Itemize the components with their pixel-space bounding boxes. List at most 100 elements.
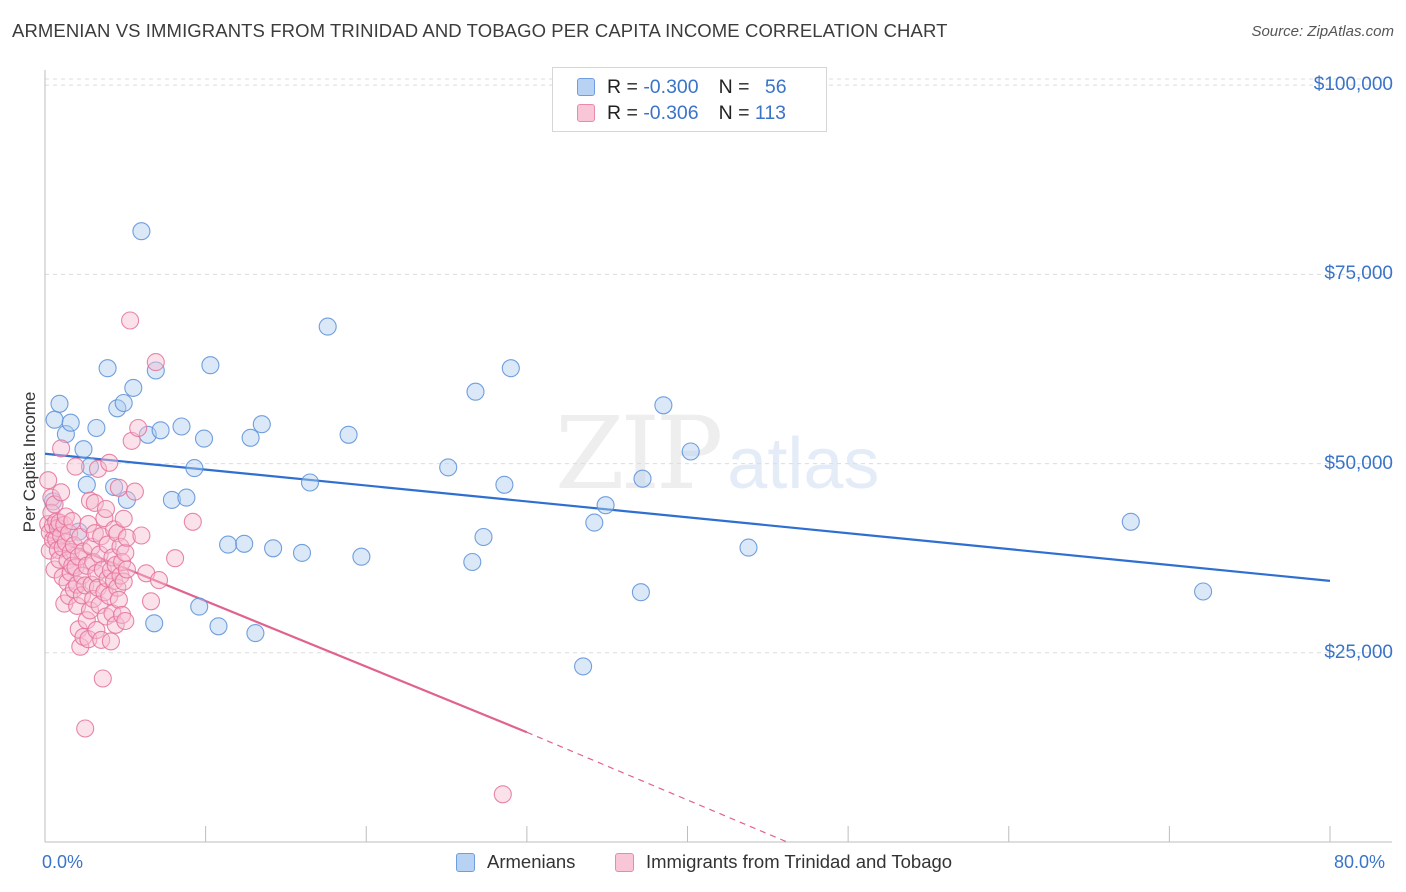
point-armenians: [74, 440, 93, 459]
point-armenians: [194, 429, 214, 448]
chart-title: ARMENIAN VS IMMIGRANTS FROM TRINIDAD AND…: [12, 20, 948, 41]
point-trinidad: [85, 493, 104, 512]
source-label: Source: ZipAtlas.com: [1251, 23, 1394, 40]
point-armenians: [162, 490, 181, 509]
x-tick-label-max: 80.0%: [1334, 852, 1386, 872]
legend-n-label: N =: [718, 75, 750, 98]
point-armenians: [264, 539, 283, 558]
point-trinidad: [93, 669, 112, 688]
point-armenians: [292, 543, 312, 562]
y-tick-label: $25,000: [1324, 641, 1393, 663]
point-armenians: [145, 614, 164, 633]
point-trinidad: [84, 552, 103, 572]
legend-r-label: R =: [607, 101, 638, 124]
point-trinidad: [111, 537, 130, 556]
point-armenians: [501, 359, 520, 378]
point-armenians: [209, 617, 228, 636]
point-armenians: [633, 469, 652, 488]
point-trinidad: [96, 499, 116, 519]
point-trinidad: [79, 515, 98, 534]
point-trinidad: [183, 512, 202, 531]
point-trinidad: [52, 439, 71, 458]
point-trinidad: [132, 526, 151, 545]
point-trinidad: [116, 543, 135, 562]
point-armenians: [474, 527, 493, 547]
legend-n-value: 113: [754, 101, 787, 124]
point-armenians: [132, 222, 151, 241]
point-trinidad: [121, 311, 140, 330]
data-points: [39, 222, 1213, 804]
point-trinidad: [100, 453, 119, 472]
point-armenians: [352, 547, 371, 566]
point-armenians: [241, 428, 260, 447]
point-armenians: [681, 442, 700, 461]
legend-r-label: R =: [607, 75, 638, 98]
point-armenians: [252, 415, 271, 434]
point-armenians: [1121, 512, 1140, 531]
point-armenians: [466, 382, 485, 401]
point-armenians: [177, 488, 196, 507]
legend-item-armenians[interactable]: Armenians: [456, 851, 575, 873]
point-trinidad: [117, 528, 136, 547]
point-armenians: [574, 657, 593, 676]
point-armenians: [318, 317, 337, 336]
point-trinidad: [66, 457, 85, 476]
point-trinidad: [493, 785, 512, 804]
point-trinidad: [101, 632, 120, 651]
point-armenians: [300, 473, 320, 492]
point-trinidad: [129, 418, 148, 438]
legend-label-armenians: Armenians: [487, 851, 576, 872]
trend-line-armenians: [44, 452, 1331, 582]
legend-r-value: -0.306: [643, 101, 699, 124]
x-tick-label-min: 0.0%: [42, 852, 84, 872]
point-armenians: [1194, 582, 1213, 601]
series-legend: Armenians Immigrants from Trinidad and T…: [0, 851, 1406, 879]
y-tick-label: $50,000: [1324, 452, 1393, 474]
legend-swatch-blue: [577, 78, 595, 96]
point-armenians: [77, 475, 96, 494]
legend-n-value: 56: [764, 75, 787, 98]
point-armenians: [98, 359, 117, 378]
y-tick-label: $100,000: [1313, 74, 1393, 96]
point-armenians: [114, 393, 133, 413]
point-armenians: [339, 425, 358, 444]
point-trinidad: [39, 471, 58, 490]
legend-swatch-pink: [615, 852, 634, 872]
legend-n-label: N =: [718, 101, 750, 124]
point-armenians: [190, 597, 209, 616]
point-trinidad: [87, 621, 106, 640]
legend-item-trinidad[interactable]: Immigrants from Trinidad and Tobago: [615, 851, 952, 873]
point-armenians: [185, 459, 204, 478]
point-armenians: [631, 583, 650, 602]
point-armenians: [739, 538, 758, 557]
legend-r-value: -0.300: [643, 75, 699, 98]
axes: [44, 70, 1392, 843]
point-trinidad: [77, 611, 96, 630]
point-armenians: [596, 496, 615, 515]
point-trinidad: [63, 556, 82, 575]
point-trinidad: [80, 491, 100, 510]
point-trinidad: [141, 592, 161, 611]
point-trinidad: [116, 611, 135, 631]
point-trinidad: [80, 601, 100, 620]
legend-row-armenians: R = -0.300 N = 56: [577, 75, 787, 99]
y-axis-label: Per Capita Income: [20, 391, 39, 533]
point-trinidad: [72, 566, 91, 585]
point-trinidad: [52, 483, 71, 502]
point-armenians: [45, 410, 64, 429]
point-trinidad: [166, 549, 185, 568]
point-trinidad: [88, 459, 108, 478]
legend-swatch-pink: [577, 104, 595, 122]
point-trinidad: [125, 482, 144, 501]
point-armenians: [172, 417, 191, 436]
trend-line-trinidad-extension: [526, 731, 788, 843]
point-armenians: [463, 552, 482, 572]
point-armenians: [124, 378, 143, 397]
point-trinidad: [60, 524, 79, 543]
point-trinidad: [76, 719, 95, 738]
point-trinidad: [114, 572, 133, 591]
point-trinidad: [109, 590, 128, 609]
point-trinidad: [149, 571, 169, 590]
point-armenians: [105, 477, 124, 497]
